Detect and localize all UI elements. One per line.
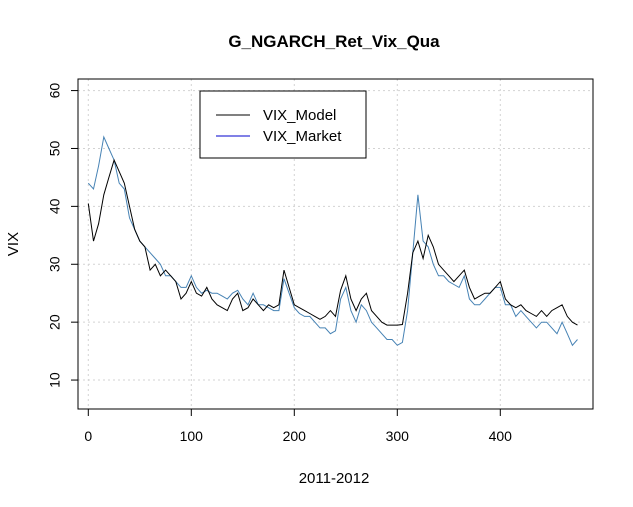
series-group [87,135,578,347]
y-tick-label: 50 [47,140,63,156]
x-tick-label: 0 [84,428,92,444]
y-tick-label: 30 [47,256,63,272]
x-tick-label: 400 [489,428,513,444]
legend-box [199,90,367,159]
x-tick-label: 200 [283,428,307,444]
x-tick-label: 100 [180,428,204,444]
y-axis-label: VIX [5,232,22,256]
y-tick-label: 60 [47,83,63,99]
y-tick-label: 10 [47,372,63,388]
series-line-vix-model [87,158,578,326]
legend-label: VIX_Market [263,128,342,145]
y-axis: 10 20 30 40 50 60 [47,83,79,388]
y-tick-label: 40 [47,198,63,214]
series-line-vix-market [87,135,578,347]
legend-label: VIX_Model [263,107,336,124]
x-axis: 0 100 200 300 400 [84,408,513,444]
legend: VIX_Model VIX_Market [199,90,367,159]
chart-title: G_NGARCH_Ret_Vix_Qua [228,32,440,51]
x-tick-label: 300 [386,428,410,444]
x-axis-label: 2011-2012 [299,470,370,487]
y-tick-label: 20 [47,314,63,330]
